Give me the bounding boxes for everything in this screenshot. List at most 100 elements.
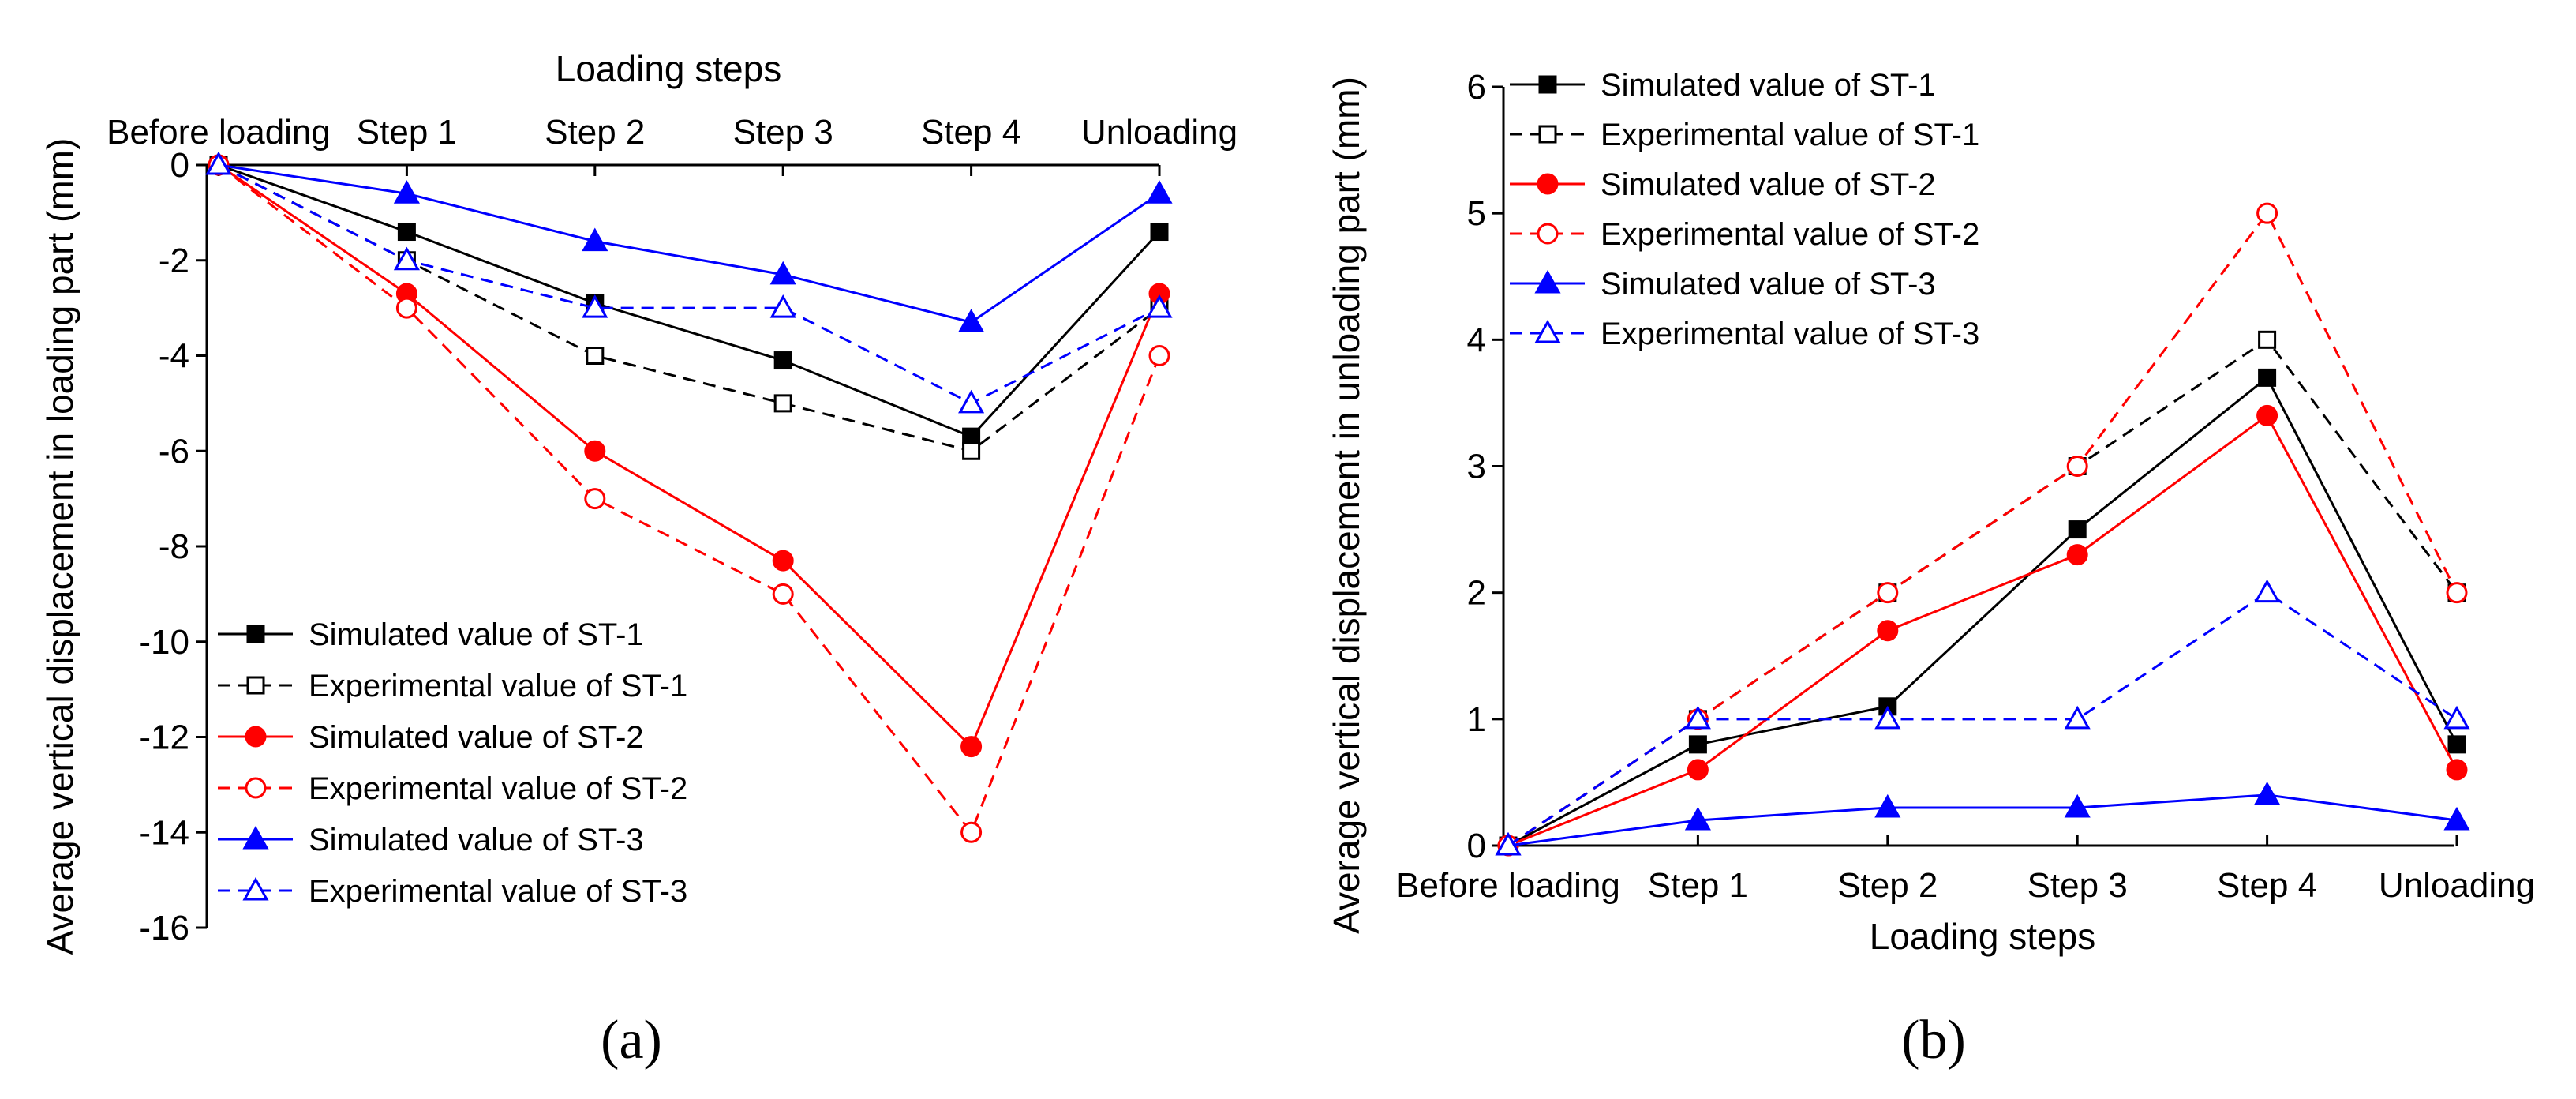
data-point	[1684, 705, 1711, 730]
data-point	[960, 736, 983, 758]
x-tick-label: Step 3	[2027, 866, 2128, 905]
legend-label: Simulated value of ST-3	[309, 823, 644, 857]
data-point	[958, 309, 985, 332]
data-point	[962, 441, 981, 460]
legend: Simulated value of ST-1 Experimental valu…	[218, 617, 687, 909]
x-tick-label: Unloading	[1081, 113, 1237, 152]
x-axis-label: Loading steps	[1870, 916, 2095, 957]
series-line	[1507, 414, 2458, 847]
data-point	[769, 294, 796, 318]
series-line	[218, 163, 1160, 405]
y-tick-label: 1	[1467, 700, 1486, 739]
data-point	[1684, 806, 1711, 831]
series-experimental-value-of-st-3	[1495, 579, 2470, 856]
legend-label: Simulated value of ST-2	[1601, 167, 1936, 202]
data-point	[1148, 345, 1170, 366]
legend-marker	[246, 625, 265, 643]
data-point	[2254, 579, 2281, 603]
chart-panel-a: 0 -2 -4 -6 -8 -10 -12 -14 -16 Before loading Step …	[39, 48, 1237, 1071]
y-tick-label: 4	[1467, 321, 1486, 359]
x-axis-label: Loading steps	[556, 48, 781, 89]
x-tick-label: Unloading	[2379, 866, 2535, 905]
x-tick-label: Step 1	[357, 113, 457, 152]
panel-label: (b)	[1901, 1010, 1966, 1071]
series-line	[1507, 591, 2458, 847]
data-point	[958, 389, 985, 414]
legend-label: Experimental value of ST-1	[1601, 118, 1979, 152]
y-tick-label: -6	[159, 432, 189, 471]
data-point	[2064, 793, 2091, 818]
legend-marker	[245, 777, 267, 799]
y-axis-label: Average vertical displacement in loading…	[39, 138, 80, 955]
legend-marker	[1534, 269, 1561, 294]
data-point	[773, 394, 792, 413]
x-tick-label: Step 1	[1648, 866, 1748, 905]
legend-label: Experimental value of ST-3	[309, 874, 687, 909]
data-point	[773, 351, 792, 370]
data-point	[1150, 223, 1169, 242]
series-simulated-value-of-st-3	[1495, 781, 2470, 856]
series-line	[218, 163, 1161, 438]
series-line	[218, 163, 1161, 749]
y-tick-label: -12	[139, 718, 189, 757]
x-tick-label: Step 4	[2217, 866, 2317, 905]
legend-marker	[245, 726, 267, 748]
legend-marker	[1534, 319, 1561, 343]
data-point	[2443, 705, 2470, 730]
data-point	[2446, 582, 2468, 604]
y-tick-label: 6	[1467, 68, 1486, 107]
data-point	[2447, 735, 2466, 754]
legend-label: Simulated value of ST-1	[1601, 68, 1936, 103]
data-point	[397, 223, 416, 242]
data-point	[395, 297, 417, 319]
legend-marker	[1537, 173, 1559, 195]
data-point	[586, 347, 605, 365]
series-simulated-value-of-st-1	[1499, 368, 2466, 855]
legend-label: Experimental value of ST-3	[1601, 317, 1979, 351]
y-tick-label: -4	[159, 337, 189, 376]
data-point	[1687, 759, 1709, 781]
data-point	[2443, 806, 2470, 831]
data-point	[2256, 404, 2278, 426]
y-tick-label: 2	[1467, 574, 1486, 613]
data-point	[582, 294, 608, 318]
data-point	[205, 151, 232, 175]
series-simulated-value-of-st-3	[205, 151, 1173, 332]
x-tick-label: Step 2	[545, 113, 645, 152]
y-tick-label: -10	[139, 623, 189, 662]
y-axis-label: Average vertical displacement in unloadi…	[1326, 77, 1367, 934]
chart-panel-b: 0 1 2 3 4 5 6 Before loading Step 1 Step 2 Step 3 S…	[1326, 68, 2535, 1071]
x-tick-label: Before loading	[1396, 866, 1620, 905]
legend-label: Experimental value of ST-1	[309, 669, 687, 703]
data-point	[393, 246, 420, 271]
data-point	[1146, 180, 1173, 204]
series-experimental-value-of-st-2	[208, 154, 1170, 843]
data-point	[2064, 705, 2091, 730]
legend-marker	[1538, 125, 1557, 144]
legend-marker	[1537, 223, 1559, 245]
data-point	[2068, 520, 2087, 539]
series-simulated-value-of-st-2	[208, 154, 1170, 758]
legend-marker	[1538, 75, 1557, 94]
data-point	[1874, 705, 1901, 730]
y-tick-label: 0	[170, 146, 189, 185]
data-point	[2066, 456, 2088, 477]
panel-label: (a)	[601, 1010, 662, 1071]
data-point	[2446, 759, 2468, 781]
data-point	[584, 440, 606, 462]
x-tick-label: Step 4	[921, 113, 1021, 152]
data-point	[2258, 368, 2277, 387]
data-point	[2254, 781, 2281, 805]
series-line	[218, 163, 1160, 324]
data-point	[1495, 831, 1522, 856]
y-tick-label: -16	[139, 909, 189, 947]
y-tick-label: -14	[139, 813, 189, 852]
y-tick-label: 3	[1467, 448, 1486, 486]
data-point	[1146, 294, 1173, 318]
legend: Simulated value of ST-1 Experimental valu…	[1510, 68, 1979, 351]
data-point	[772, 583, 794, 605]
series-line	[1507, 793, 2458, 847]
data-point	[772, 550, 794, 572]
legend-label: Simulated value of ST-1	[309, 617, 644, 652]
legend-label: Simulated value of ST-3	[1601, 267, 1936, 302]
